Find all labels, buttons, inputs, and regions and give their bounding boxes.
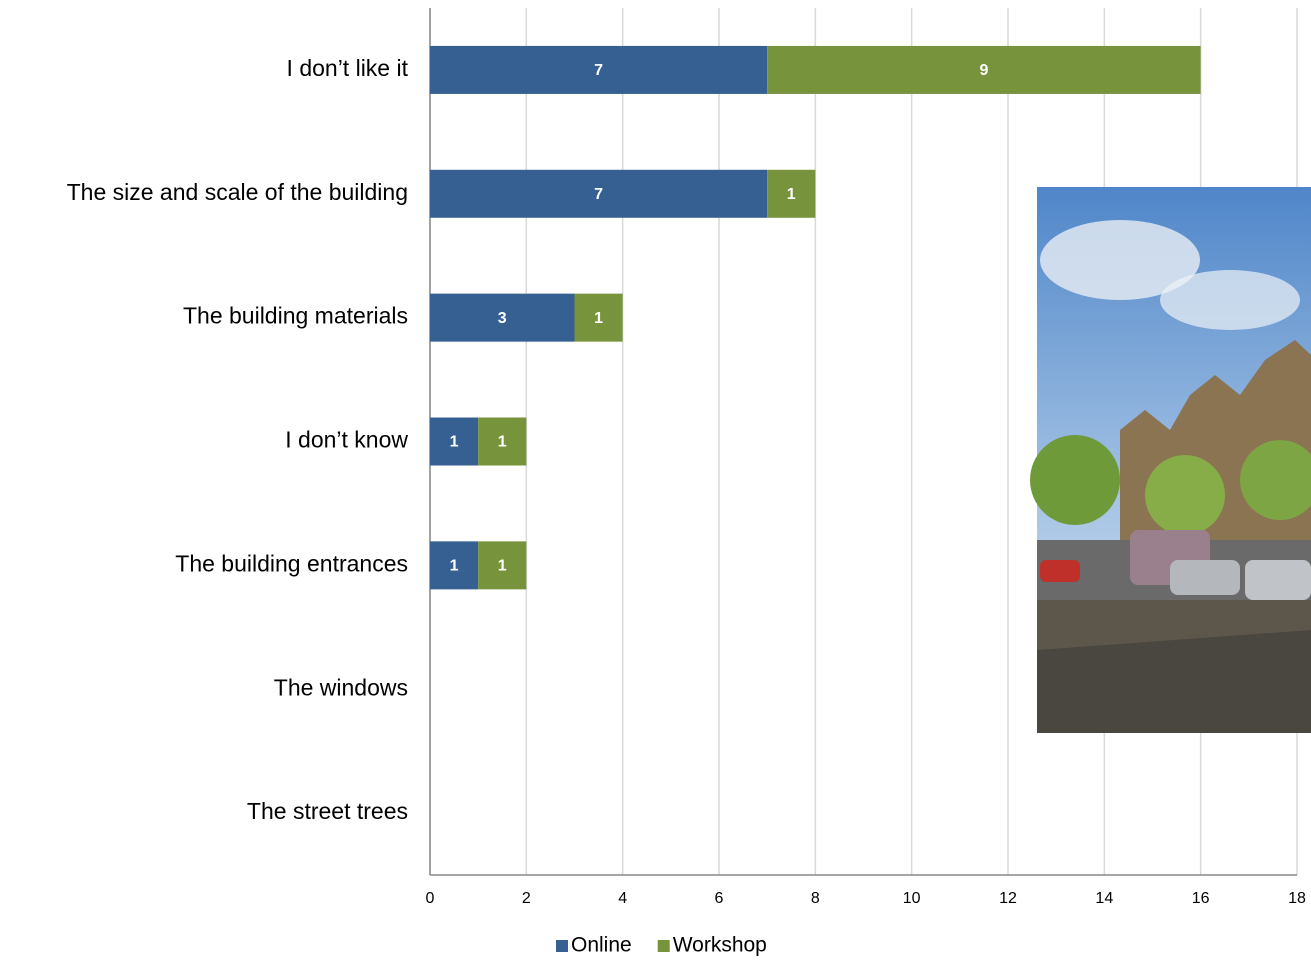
x-tick-label: 6 <box>715 890 724 907</box>
x-tick-label: 10 <box>903 890 921 907</box>
data-label: 7 <box>594 186 603 203</box>
data-label: 1 <box>450 558 459 575</box>
data-label: 1 <box>594 310 603 327</box>
y-tick-label: The building entrances <box>175 550 408 576</box>
x-tick-label: 18 <box>1288 890 1306 907</box>
legend-swatch <box>556 940 568 952</box>
data-label: 7 <box>594 62 603 79</box>
x-tick-label: 12 <box>999 890 1017 907</box>
data-label: 1 <box>498 434 507 451</box>
x-tick-label: 8 <box>811 890 820 907</box>
y-tick-label: I don’t know <box>285 427 408 453</box>
y-tick-label: The street trees <box>247 798 408 824</box>
legend-label: Workshop <box>673 934 767 957</box>
x-tick-label: 0 <box>426 890 435 907</box>
legend-swatch <box>658 940 670 952</box>
legend-label: Online <box>571 934 632 957</box>
y-tick-label: The size and scale of the building <box>67 179 408 205</box>
photo <box>1030 187 1311 733</box>
data-label: 1 <box>450 434 459 451</box>
x-tick-label: 4 <box>618 890 627 907</box>
x-tick-label: 2 <box>522 890 531 907</box>
data-label: 1 <box>498 558 507 575</box>
bars: I don’t like it 7 9 The size and scale of t… <box>67 46 1201 957</box>
y-tick-label: I don’t like it <box>287 55 409 81</box>
x-tick-label: 16 <box>1192 890 1210 907</box>
y-tick-label: The building materials <box>183 303 408 329</box>
x-tick-label: 14 <box>1095 890 1113 907</box>
y-tick-label: The windows <box>274 674 408 700</box>
data-label: 3 <box>498 310 507 327</box>
page: {"chart_data": {"type": "stacked-bar-hor… <box>0 0 1311 960</box>
chart: 0 2 4 6 8 10 12 14 16 18 I don’t like it 7 9 The siz… <box>0 0 1311 960</box>
data-label: 9 <box>979 62 988 79</box>
data-label: 1 <box>787 186 796 203</box>
